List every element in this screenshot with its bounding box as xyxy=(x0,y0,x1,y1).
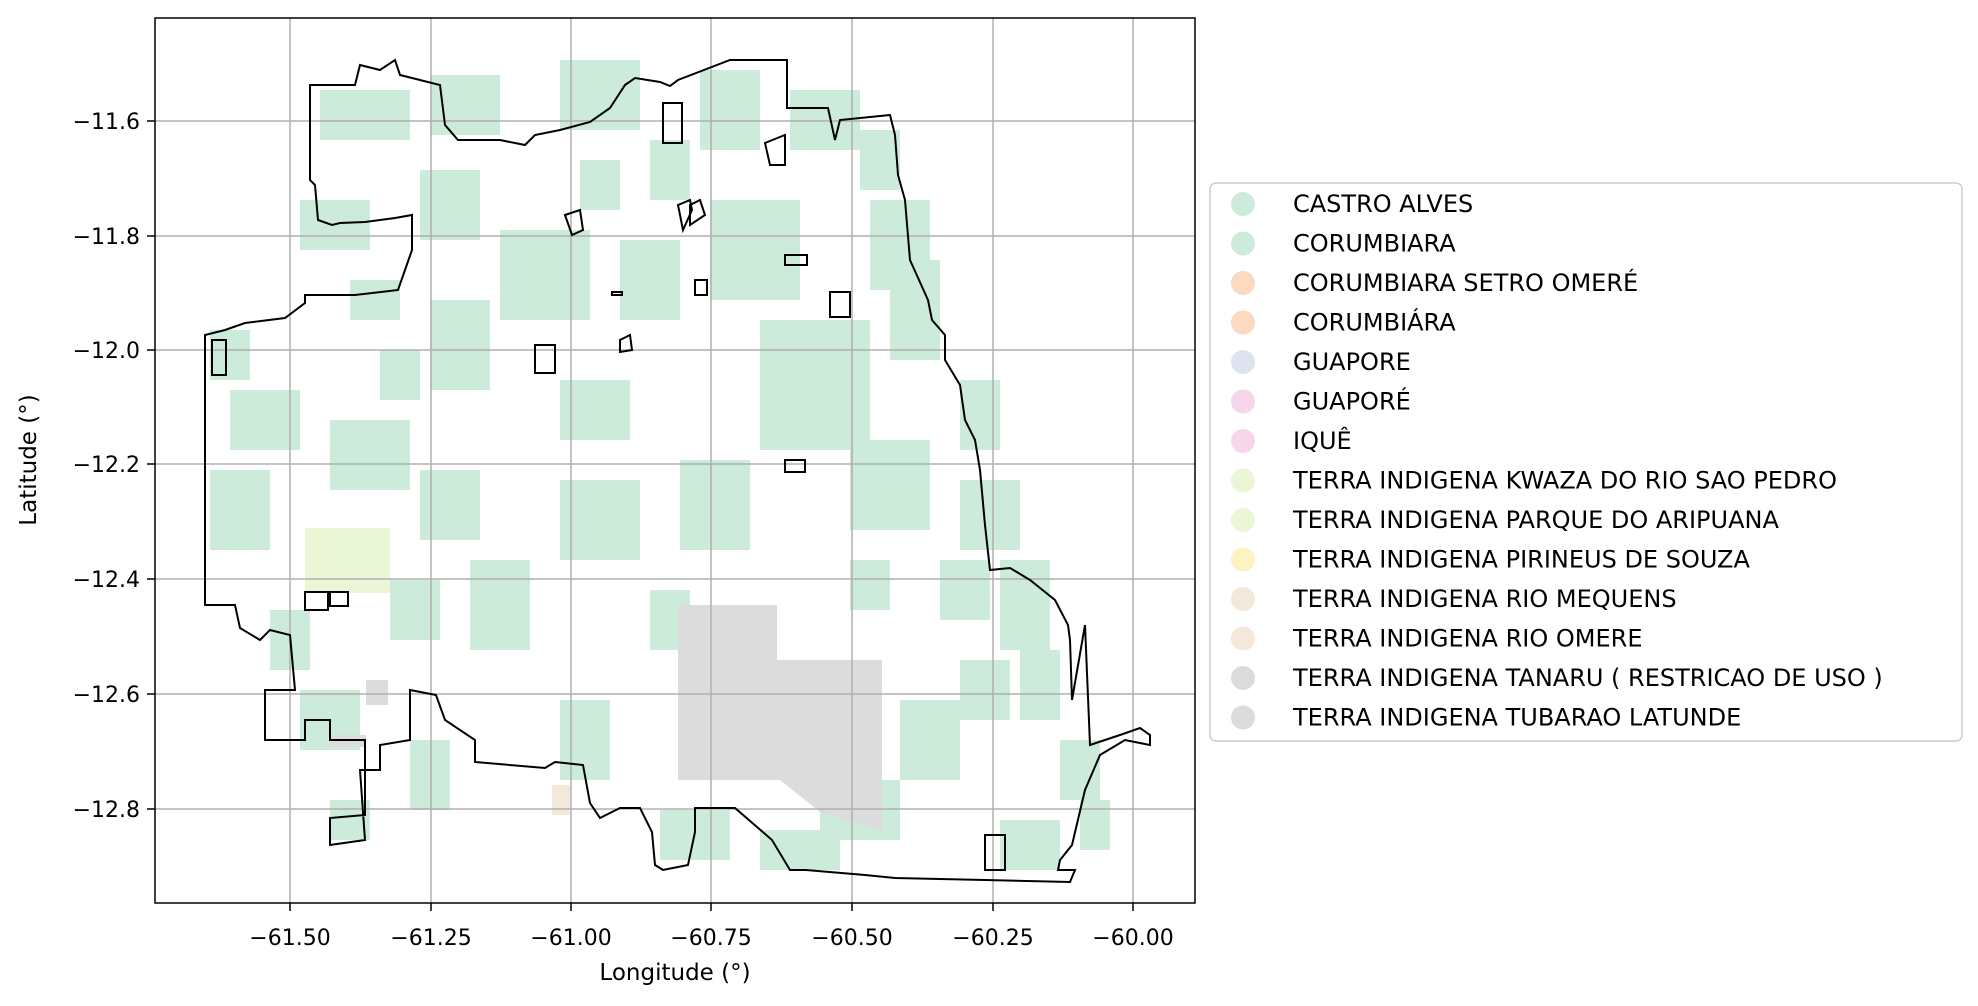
legend-frame xyxy=(1209,182,1963,742)
legend-marker xyxy=(1231,705,1255,730)
legend-marker xyxy=(1231,508,1255,532)
legend-label: TERRA INDIGENA RIO OMERE xyxy=(1292,625,1642,653)
legend-marker xyxy=(1231,310,1255,335)
kwaza-land xyxy=(305,528,390,593)
x-tick-label: −61.00 xyxy=(530,926,611,951)
legend-marker xyxy=(1231,547,1255,572)
y-tick-label: −12.2 xyxy=(73,453,140,478)
legend-label: CORUMBIARA xyxy=(1293,230,1456,258)
legend-label: TERRA INDIGENA RIO MEQUENS xyxy=(1292,585,1677,613)
legend-marker xyxy=(1231,389,1255,414)
legend-label: IQUÊ xyxy=(1293,426,1352,455)
legend-marker xyxy=(1231,429,1255,453)
legend-marker xyxy=(1231,626,1255,651)
x-tick-label: −60.50 xyxy=(811,926,892,951)
rio-omere-land xyxy=(552,785,570,815)
inner-parcels xyxy=(211,102,1006,871)
plot-area xyxy=(154,17,1196,904)
legend-marker xyxy=(1231,587,1255,611)
legend-marker xyxy=(1231,271,1255,295)
y-axis-title: Latitude (°) xyxy=(16,394,42,525)
x-axis-title: Longitude (°) xyxy=(599,960,750,986)
indigenous-lands-layer xyxy=(305,528,882,830)
legend: CASTRO ALVES CORUMBIARA CORUMBIARA SETRO O… xyxy=(1209,182,1963,742)
legend-label: TERRA INDIGENA TANARU ( RESTRICAO DE USO… xyxy=(1292,664,1883,692)
legend-label: CASTRO ALVES xyxy=(1293,190,1473,218)
y-tick-label: −11.6 xyxy=(73,110,140,135)
x-tick-label: −60.00 xyxy=(1092,926,1173,951)
tanaru-land xyxy=(678,605,882,830)
y-tick-label: −12.0 xyxy=(73,339,140,364)
legend-marker xyxy=(1231,350,1255,374)
x-tick-label: −60.75 xyxy=(670,926,751,951)
legend-label: GUAPORÉ xyxy=(1293,387,1411,416)
y-tick-label: −11.8 xyxy=(73,225,140,250)
y-axis: −11.6 −11.8 −12.0 −12.2 −12.4 −12.6 −12.… xyxy=(16,110,155,823)
legend-marker xyxy=(1231,666,1255,690)
tubarao-land xyxy=(366,680,388,705)
legend-marker xyxy=(1231,231,1255,256)
plot-frame xyxy=(154,17,1196,904)
legend-label: TERRA INDIGENA TUBARAO LATUNDE xyxy=(1292,704,1741,732)
y-tick-label: −12.4 xyxy=(73,568,140,593)
legend-label: TERRA INDIGENA KWAZA DO RIO SAO PEDRO xyxy=(1292,467,1837,495)
x-axis: −61.50 −61.25 −61.00 −60.75 −60.50 −60.2… xyxy=(249,903,1174,986)
x-tick-label: −60.25 xyxy=(952,926,1033,951)
legend-marker xyxy=(1231,192,1255,216)
y-tick-label: −12.6 xyxy=(73,683,140,708)
legend-label: TERRA INDIGENA PARQUE DO ARIPUANA xyxy=(1292,506,1779,534)
legend-label: TERRA INDIGENA PIRINEUS DE SOUZA xyxy=(1292,546,1750,574)
legend-marker xyxy=(1231,468,1255,493)
legend-label: GUAPORE xyxy=(1293,348,1411,376)
municipality-boundary xyxy=(204,58,1151,884)
x-tick-label: −61.50 xyxy=(249,926,330,951)
x-tick-label: −61.25 xyxy=(390,926,471,951)
y-tick-label: −12.8 xyxy=(73,798,140,823)
legend-label: CORUMBIARA SETRO OMERÉ xyxy=(1293,268,1638,297)
legend-label: CORUMBIÁRA xyxy=(1293,308,1456,337)
grid-lines xyxy=(155,18,1195,903)
